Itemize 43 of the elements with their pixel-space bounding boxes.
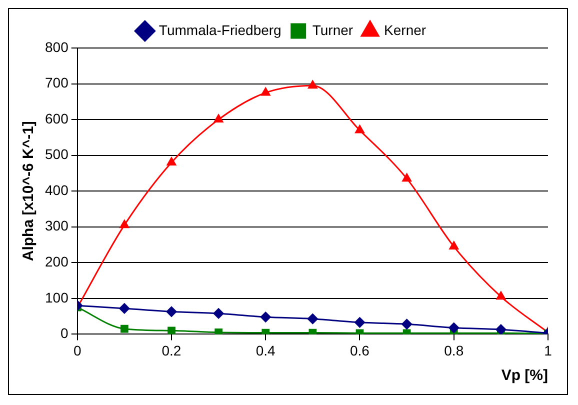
y-tick-label: 400 — [45, 182, 69, 198]
x-tick-label: 1 — [544, 342, 552, 358]
legend-label: Tummala-Friedberg — [158, 22, 282, 38]
point — [120, 324, 128, 333]
x-axis-title: Vp [%] — [501, 367, 548, 384]
point — [308, 80, 318, 89]
legend-label: Kerner — [384, 22, 426, 38]
x-tick-label: 0.2 — [162, 342, 182, 358]
point — [260, 87, 270, 96]
x-tick-label: 0 — [73, 342, 82, 358]
y-tick-label: 100 — [45, 289, 69, 306]
point — [449, 241, 459, 250]
y-tick-label: 300 — [45, 218, 69, 234]
point — [166, 306, 177, 317]
y-tick-label: 0 — [60, 325, 69, 342]
x-tick-label: 0.8 — [444, 342, 464, 358]
point — [355, 125, 364, 134]
point — [166, 157, 176, 166]
point — [308, 328, 317, 334]
point — [260, 312, 271, 322]
y-tick-label: 200 — [45, 254, 69, 270]
x-tick-label: 0.6 — [350, 342, 370, 358]
y-axis-title: Alpha [x10^-6 K^-1] — [20, 121, 38, 262]
y-tick-label: 800 — [45, 38, 69, 55]
legend-label: Turner — [312, 22, 354, 38]
point — [402, 318, 412, 330]
point — [168, 326, 176, 334]
y-tick-label: 500 — [45, 146, 69, 162]
point — [214, 114, 224, 123]
point — [496, 324, 506, 334]
point — [119, 303, 130, 314]
point — [213, 308, 224, 319]
y-tick-label: 600 — [45, 110, 69, 126]
point — [448, 322, 460, 334]
point — [496, 291, 506, 300]
point — [354, 317, 365, 328]
point — [402, 173, 412, 182]
y-tick-label: 700 — [45, 74, 69, 91]
point — [120, 220, 130, 228]
point — [307, 314, 318, 324]
point — [214, 328, 222, 334]
x-tick-label: 0.4 — [256, 342, 276, 358]
point — [262, 328, 270, 334]
